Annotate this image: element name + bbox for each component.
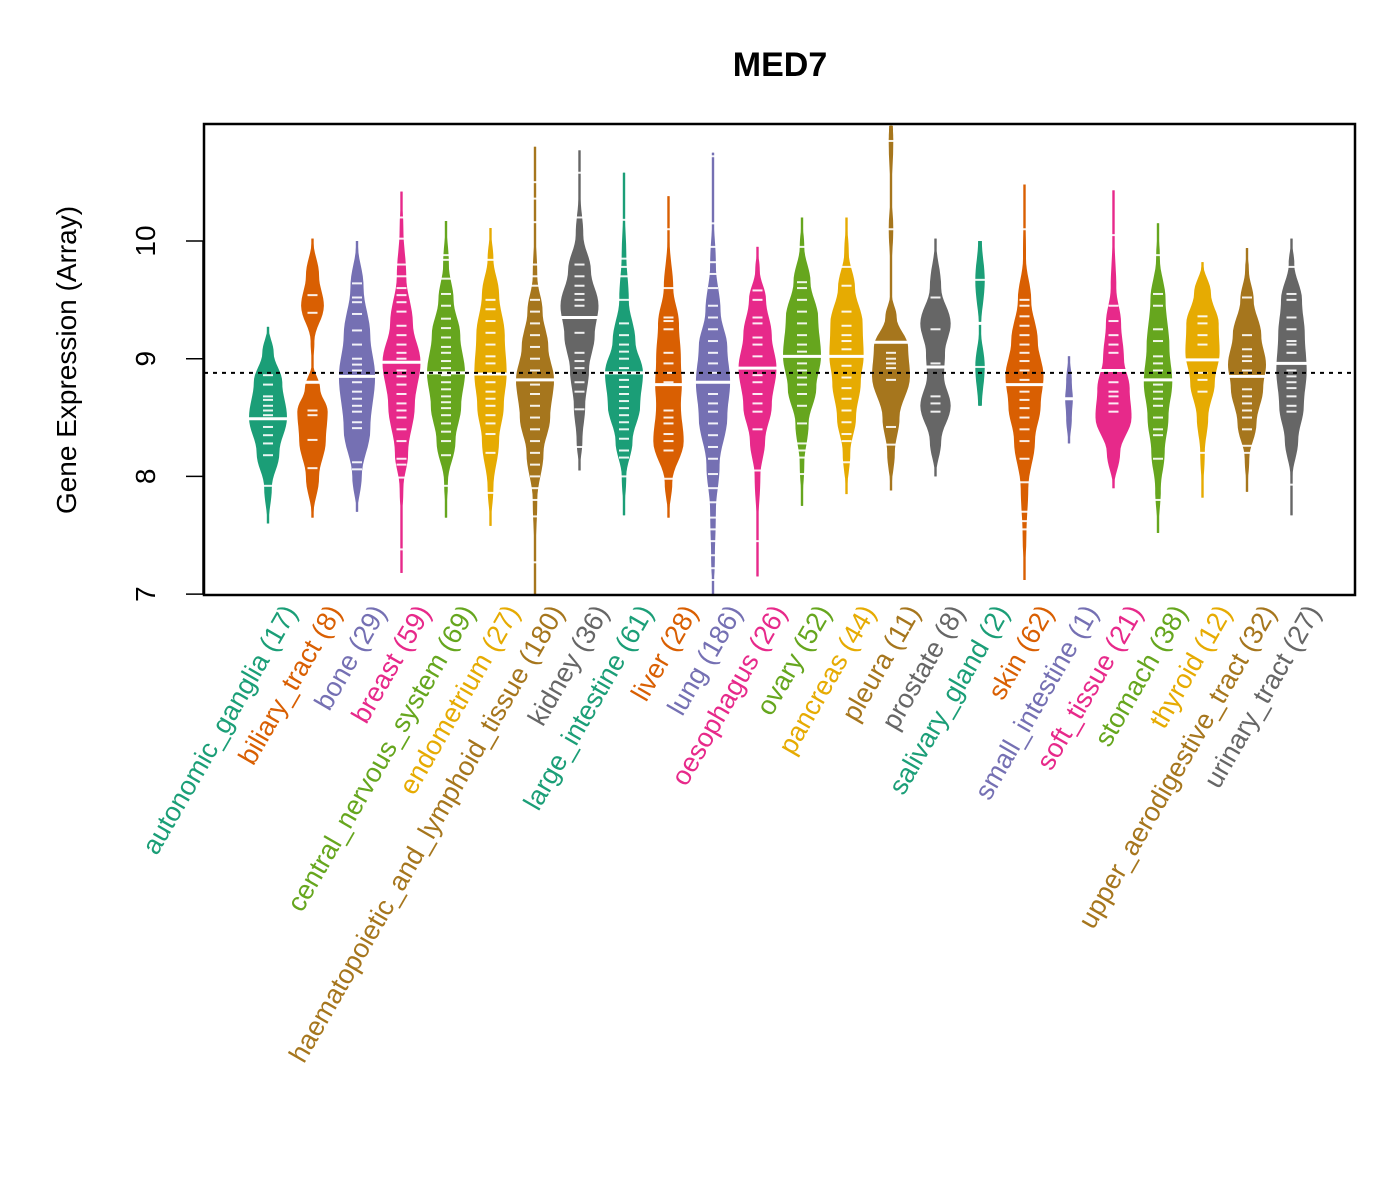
y-axis-label: Gene Expression (Array) (51, 206, 82, 514)
violin-body (653, 196, 684, 518)
violin-large-intestine (603, 172, 645, 516)
violin-stomach (1141, 223, 1175, 533)
violin-endometrium (472, 228, 509, 526)
violin-body (297, 238, 328, 518)
chart-title: MED7 (733, 46, 827, 84)
violin-salivary-gland (971, 241, 989, 406)
violin-prostate (920, 238, 951, 477)
violin-ovary (781, 217, 823, 506)
violin-body (382, 191, 421, 573)
plot-area (247, 125, 1309, 595)
violin-body (249, 326, 287, 524)
violin-liver (653, 196, 684, 518)
violin-body (1143, 223, 1173, 533)
violin-skin (1004, 184, 1045, 580)
violin-autonomic-ganglia (247, 326, 289, 524)
violin-body (560, 150, 599, 471)
violin-kidney (560, 150, 599, 471)
violin-biliary-tract (297, 238, 328, 518)
y-axis: 7 8 9 10 (130, 225, 204, 602)
y-tick-label: 10 (130, 225, 161, 256)
y-tick-label: 9 (130, 351, 161, 367)
violin-urinary-tract (1274, 238, 1309, 516)
violin-thyroid (1184, 262, 1221, 498)
violin-central-nervous-system (425, 220, 467, 518)
violin-body (920, 238, 951, 477)
y-tick-label: 7 (130, 586, 161, 602)
violin-pleura (872, 125, 910, 491)
y-tick-label: 8 (130, 469, 161, 485)
violin-upper-aerodigestive-tract (1227, 248, 1267, 492)
violin-oesophagus (736, 246, 779, 577)
violin-body (427, 221, 465, 518)
violin-body (872, 125, 910, 491)
violin-lung (693, 152, 733, 594)
plot-frame (202, 122, 1357, 597)
violin-breast (380, 191, 423, 573)
violin-pancreas (827, 217, 866, 495)
violin-bone (336, 241, 378, 512)
violin-body (1005, 184, 1044, 580)
violin-body (783, 217, 821, 506)
violin-haematopoietic-and-lymphoid-tissue (514, 146, 556, 595)
x-axis-labels: autonomic_ganglia (17)biliary_tract (8)b… (136, 600, 1327, 1067)
violin-body (1095, 190, 1132, 489)
violin-small-intestine (1060, 356, 1078, 444)
violin-soft-tissue (1095, 190, 1132, 489)
violin-body (474, 228, 507, 526)
